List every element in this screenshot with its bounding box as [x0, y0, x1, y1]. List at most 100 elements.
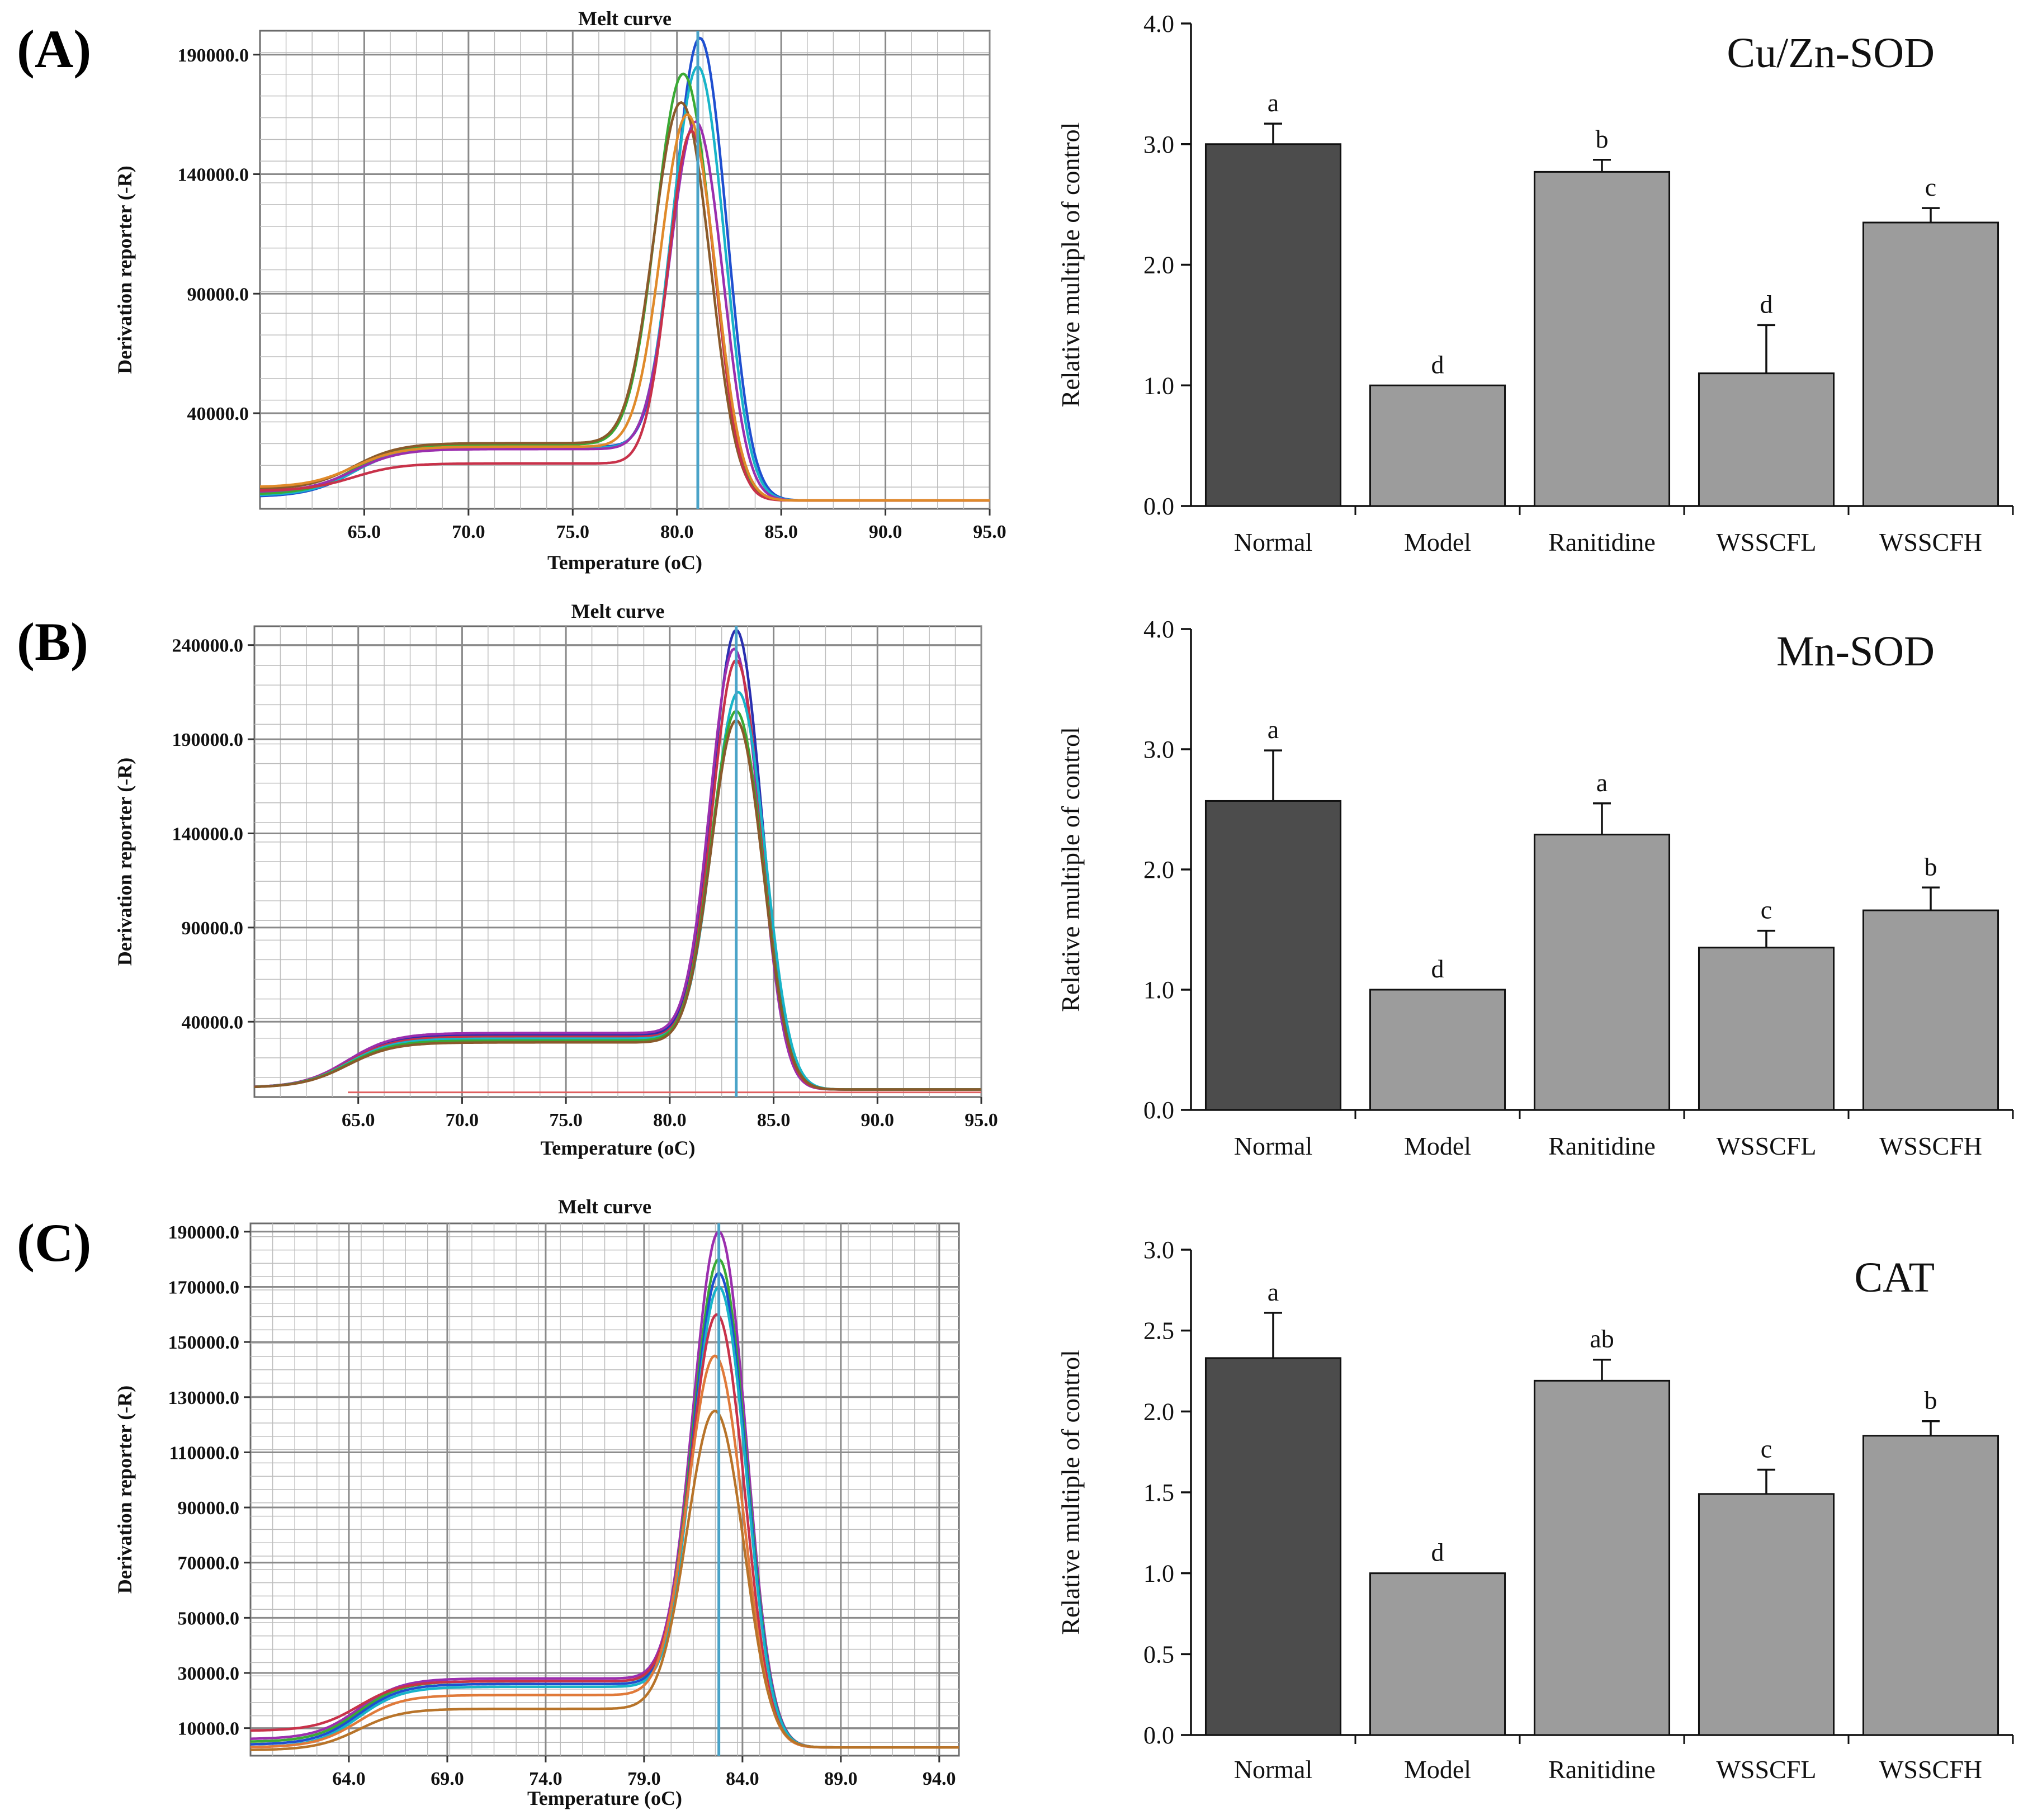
- chart-title: Mn-SOD: [1776, 628, 1935, 675]
- x-tick-label: 65.0: [342, 1110, 375, 1131]
- bar-normal: [1204, 1357, 1342, 1736]
- y-tick-label: 3.0: [1143, 131, 1174, 158]
- significance-label: a: [1268, 88, 1279, 117]
- y-axis-label: Derivation reporter (-R): [114, 166, 136, 374]
- x-tick-label: 85.0: [764, 522, 798, 542]
- x-tick-label: 75.0: [549, 1110, 583, 1131]
- y-axis-label: Relative multiple of control: [1056, 727, 1085, 1012]
- bar-ranitidine: [1533, 1379, 1671, 1736]
- series-line-trace-6: [254, 719, 981, 1091]
- significance-label: ab: [1590, 1325, 1614, 1353]
- significance-label: c: [1925, 173, 1936, 201]
- x-tick-label: 70.0: [446, 1110, 479, 1131]
- significance-label: a: [1268, 715, 1279, 744]
- chart-title: CAT: [1854, 1254, 1935, 1301]
- bar-ranitidine: [1533, 171, 1671, 507]
- y-tick-label: 10000.0: [178, 1719, 240, 1739]
- bar-wsscfl: [1698, 947, 1835, 1111]
- y-axis-label: Derivation reporter (-R): [114, 758, 136, 966]
- y-tick-label: 0.0: [1143, 1096, 1174, 1124]
- x-tick-label: 95.0: [973, 522, 1006, 542]
- significance-label: b: [1925, 1386, 1937, 1415]
- bar-normal: [1204, 800, 1342, 1111]
- y-tick-label: 2.5: [1143, 1317, 1174, 1345]
- significance-label: a: [1596, 768, 1608, 797]
- x-tick-label: 95.0: [965, 1110, 998, 1131]
- x-tick-label: 89.0: [824, 1769, 858, 1789]
- x-tick-label: 70.0: [452, 522, 485, 542]
- category-label: WSSCFL: [1717, 1755, 1817, 1784]
- melt-curve-chart-c: 64.0 69.0 74.0 79.0 84.0 89.0 94.0 10000.0 30000…: [114, 1195, 960, 1809]
- y-tick-label: 130000.0: [168, 1388, 240, 1408]
- x-tick-label: 69.0: [431, 1769, 464, 1789]
- category-label: Normal: [1234, 1755, 1313, 1784]
- y-tick-label: 140000.0: [172, 824, 244, 844]
- bar-chart-cat: 0.0 0.5 1.0 1.5 2.0 2.5 3.0 a Normal d Model ab Rani…: [1056, 1236, 2014, 1784]
- chart-title: Cu/Zn-SOD: [1727, 30, 1935, 77]
- y-tick-label: 3.0: [1143, 1236, 1174, 1264]
- bar-model: [1369, 384, 1506, 507]
- panel-label-b: (B): [17, 612, 88, 672]
- y-tick-label: 110000.0: [169, 1443, 239, 1463]
- bar-chart-mn-sod: 0.0 1.0 2.0 3.0 4.0 a Normal d Model a Ranitidine c…: [1056, 616, 2014, 1160]
- y-axis-label: Relative multiple of control: [1056, 1350, 1085, 1635]
- significance-label: b: [1925, 852, 1937, 881]
- series-line-trace-7: [259, 113, 990, 502]
- panel-label-a: (A): [17, 19, 91, 79]
- category-label: WSSCFH: [1879, 1755, 1982, 1784]
- x-tick-label: 90.0: [869, 522, 902, 542]
- significance-label: b: [1596, 125, 1609, 153]
- x-axis-label: Temperature (oC): [547, 551, 702, 574]
- bar-wsscfh: [1862, 909, 1999, 1111]
- y-tick-label: 1.5: [1143, 1479, 1174, 1506]
- y-tick-label: 0.0: [1143, 493, 1174, 520]
- bar-wsscfl: [1698, 372, 1835, 507]
- significance-label: a: [1268, 1278, 1279, 1306]
- bar-chart-cu-zn-sod: 0.0 1.0 2.0 3.0 4.0 a Normal d Model b Ranitidine d…: [1056, 10, 2014, 556]
- significance-label: c: [1761, 896, 1772, 924]
- category-label: Model: [1404, 1755, 1471, 1784]
- panel-label-c: (C): [17, 1213, 91, 1273]
- y-tick-label: 0.5: [1143, 1641, 1174, 1668]
- category-label: Normal: [1234, 528, 1313, 556]
- x-tick-label: 80.0: [653, 1110, 687, 1131]
- category-label: WSSCFH: [1879, 528, 1982, 556]
- y-tick-label: 0.0: [1143, 1722, 1174, 1749]
- y-tick-label: 4.0: [1143, 10, 1174, 37]
- x-tick-label: 80.0: [660, 522, 694, 542]
- category-label: Ranitidine: [1548, 528, 1656, 556]
- significance-label: d: [1431, 1538, 1444, 1567]
- category-label: Model: [1404, 528, 1471, 556]
- x-tick-label: 79.0: [627, 1769, 661, 1789]
- y-tick-label: 40000.0: [182, 1012, 244, 1033]
- melt-curve-chart-a: 65.0 70.0 75.0 80.0 85.0 90.0 95.0 40000.0 90000…: [114, 7, 1006, 574]
- y-tick-label: 90000.0: [187, 284, 249, 305]
- y-tick-label: 190000.0: [172, 730, 244, 750]
- x-tick-label: 90.0: [861, 1110, 895, 1131]
- x-tick-label: 64.0: [332, 1769, 366, 1789]
- melt-curve-chart-b: 65.0 70.0 75.0 80.0 85.0 90.0 95.0 40000.0 90000…: [114, 600, 998, 1159]
- significance-label: d: [1431, 350, 1444, 379]
- y-tick-label: 40000.0: [187, 404, 249, 424]
- y-tick-label: 190000.0: [178, 45, 249, 66]
- x-tick-label: 65.0: [348, 522, 381, 542]
- bar-model: [1369, 1572, 1506, 1736]
- category-label: Ranitidine: [1548, 1755, 1656, 1784]
- x-tick-label: 94.0: [923, 1769, 956, 1789]
- category-label: Normal: [1234, 1132, 1313, 1160]
- significance-label: d: [1760, 290, 1773, 318]
- bar-normal: [1204, 143, 1342, 507]
- y-tick-label: 140000.0: [178, 165, 249, 186]
- x-axis-label: Temperature (oC): [527, 1787, 682, 1809]
- bar-ranitidine: [1533, 834, 1671, 1111]
- category-label: Model: [1404, 1132, 1471, 1160]
- y-tick-label: 2.0: [1143, 252, 1174, 279]
- y-tick-label: 2.0: [1143, 1398, 1174, 1425]
- chart-title: Melt curve: [571, 600, 665, 622]
- chart-title: Melt curve: [558, 1195, 651, 1218]
- y-tick-label: 90000.0: [182, 918, 244, 939]
- chart-title: Melt curve: [578, 7, 672, 30]
- category-label: WSSCFL: [1717, 528, 1817, 556]
- y-tick-label: 70000.0: [178, 1553, 240, 1574]
